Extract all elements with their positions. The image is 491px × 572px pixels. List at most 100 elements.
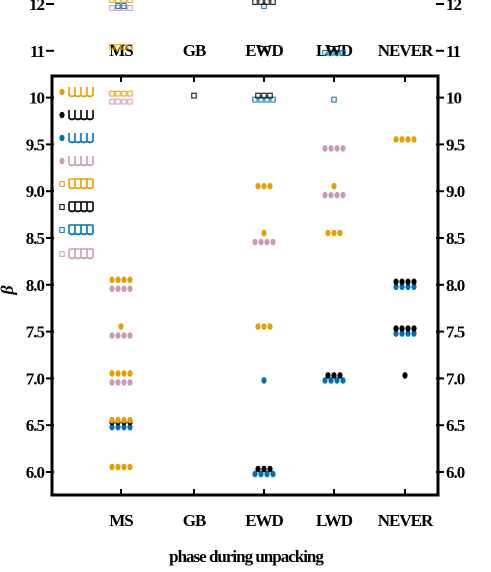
point-never-black bbox=[405, 325, 411, 332]
point-ewd-black bbox=[252, 0, 258, 5]
point-ms-pink bbox=[109, 285, 115, 293]
point-lwd-pink bbox=[322, 145, 328, 152]
point-ms-pink bbox=[127, 332, 133, 339]
legend-glyph-black bbox=[68, 201, 94, 213]
point-ewd-pink bbox=[270, 238, 276, 246]
legend-glyph-orange bbox=[68, 178, 94, 190]
point-ms-pink bbox=[115, 98, 121, 105]
y-tick-label-right: 8.0 bbox=[446, 276, 465, 295]
point-lwd-blue bbox=[334, 49, 340, 56]
y-tick-label-right: 11 bbox=[446, 42, 461, 61]
point-ms-pink bbox=[121, 379, 127, 386]
point-ms-orange bbox=[121, 416, 127, 424]
point-lwd-blue bbox=[322, 377, 328, 384]
x-tick-label-bottom: LWD bbox=[316, 511, 353, 530]
y-tick-label-right: 6.5 bbox=[446, 416, 465, 435]
y-tick-label-right: 7.0 bbox=[446, 369, 465, 388]
point-lwd-pink bbox=[328, 191, 334, 199]
point-ewd-pink bbox=[264, 238, 270, 246]
point-ms-pink bbox=[109, 332, 115, 339]
legend-glyph-blue bbox=[68, 133, 94, 144]
point-lwd-pink bbox=[340, 145, 346, 152]
y-tick-label-right: 10 bbox=[446, 89, 462, 108]
plot-border bbox=[50, 74, 440, 497]
point-ms-pink bbox=[127, 98, 133, 105]
point-lwd-pink bbox=[340, 191, 346, 199]
point-lwd-blue bbox=[322, 49, 328, 56]
legend-glyph-black bbox=[68, 110, 94, 121]
x-axis-label: phase during unpacking bbox=[169, 547, 324, 566]
y-tick-label-left: 6.5 bbox=[26, 416, 45, 435]
point-ewd-black bbox=[261, 465, 267, 473]
point-ms-orange bbox=[115, 370, 121, 377]
point-ewd-black bbox=[255, 465, 261, 473]
point-ewd-black bbox=[258, 0, 264, 5]
y-tick-label-left: 12 bbox=[29, 0, 45, 14]
y-tick-label-right: 9.5 bbox=[446, 135, 465, 154]
point-ewd-blue bbox=[264, 96, 270, 103]
y-tick-label-left: 9.0 bbox=[26, 182, 45, 201]
x-tick-label-bottom: MS bbox=[109, 511, 133, 530]
point-never-blue bbox=[399, 283, 405, 291]
point-ms-pink bbox=[115, 379, 121, 386]
legend-glyph-blue bbox=[68, 224, 94, 236]
point-ewd-black bbox=[264, 0, 270, 5]
x-tick-label-top: MS bbox=[109, 41, 133, 60]
point-gb-black bbox=[191, 92, 197, 99]
point-lwd-black bbox=[337, 372, 343, 379]
point-never-orange bbox=[405, 136, 411, 143]
point-ewd-blue bbox=[258, 96, 264, 103]
point-lwd-pink bbox=[322, 191, 328, 199]
point-ms-orange bbox=[109, 276, 115, 284]
y-tick-label-left: 7.0 bbox=[26, 369, 45, 388]
point-ewd-black bbox=[267, 465, 273, 473]
point-lwd-orange bbox=[331, 229, 337, 237]
point-ms-orange bbox=[121, 0, 127, 3]
x-tick-label-top: NEVER bbox=[378, 41, 434, 60]
point-ms-orange bbox=[121, 276, 127, 284]
legend bbox=[59, 87, 94, 260]
point-ms-orange bbox=[121, 463, 127, 471]
point-never-black bbox=[402, 372, 408, 379]
point-ms-orange bbox=[127, 43, 133, 50]
point-ms-blue bbox=[127, 423, 133, 431]
legend-marker-black-square bbox=[59, 204, 65, 210]
point-ms-orange bbox=[115, 90, 121, 97]
legend-glyph-pink bbox=[68, 156, 94, 167]
y-tick-label-right: 9.0 bbox=[446, 182, 465, 201]
y-tick-label-left: 9.5 bbox=[26, 135, 45, 154]
point-never-black bbox=[399, 325, 405, 332]
point-ms-orange bbox=[115, 0, 121, 3]
y-tick-label-left: 11 bbox=[30, 42, 45, 61]
point-ms-blue bbox=[115, 3, 121, 9]
point-lwd-blue bbox=[340, 49, 346, 56]
legend-marker-orange-circle bbox=[59, 88, 65, 96]
point-never-blue bbox=[411, 283, 417, 291]
plot-frame bbox=[50, 74, 440, 497]
legend-marker-pink-circle bbox=[59, 157, 65, 165]
point-ms-orange bbox=[121, 90, 127, 97]
point-ms-pink bbox=[127, 285, 133, 293]
point-ewd-blue bbox=[270, 470, 276, 478]
x-tick-label-top: GB bbox=[183, 41, 206, 60]
point-ms-blue bbox=[121, 423, 127, 431]
point-lwd-black bbox=[328, 45, 334, 52]
point-never-orange bbox=[399, 136, 405, 143]
point-ms-orange bbox=[127, 276, 133, 284]
point-never-blue bbox=[405, 283, 411, 291]
point-ms-blue bbox=[109, 423, 115, 431]
point-ms-orange bbox=[127, 463, 133, 471]
point-never-blue bbox=[393, 330, 399, 337]
legend-marker-pink-square bbox=[59, 251, 65, 257]
point-lwd-blue bbox=[334, 377, 340, 384]
point-ewd-black bbox=[255, 92, 261, 99]
point-ewd-black bbox=[267, 92, 273, 99]
point-ewd-orange bbox=[261, 182, 267, 190]
point-lwd-orange bbox=[325, 229, 331, 237]
legend-glyph-pink bbox=[68, 248, 94, 260]
point-ms-orange bbox=[127, 90, 133, 97]
point-never-black bbox=[399, 278, 405, 286]
point-ewd-orange bbox=[255, 182, 261, 190]
